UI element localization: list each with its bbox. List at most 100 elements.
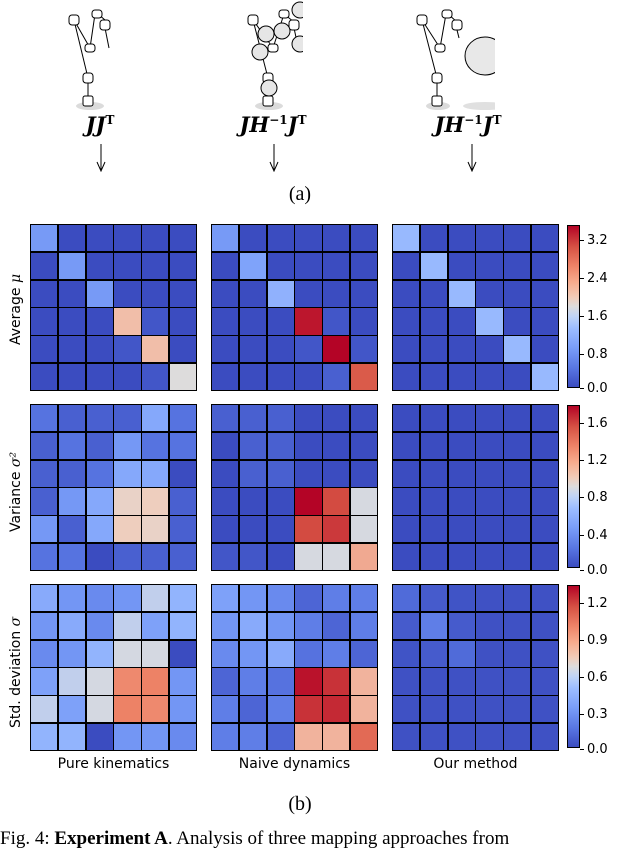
heatmap-cell (295, 543, 322, 570)
heatmap-cell (212, 668, 239, 695)
figure-caption: Fig. 4: Experiment A. Analysis of three … (0, 828, 510, 849)
heatmap-cell (476, 460, 503, 487)
heatmap-cell (142, 668, 169, 695)
heatmap-cell (58, 432, 85, 459)
heatmap-cell (31, 225, 58, 252)
row-label-std-deviation: Std. deviation σ (8, 616, 24, 728)
heatmap-cell (267, 696, 294, 723)
heatmap-cell (169, 696, 196, 723)
heatmap-cell (504, 488, 531, 515)
heatmap-cell (531, 668, 558, 695)
heatmap-cell (531, 516, 558, 543)
heatmap-cell (393, 363, 420, 390)
heatmap-cell (58, 585, 85, 612)
heatmap-cell (114, 668, 141, 695)
heatmap-cell (142, 543, 169, 570)
colorbar-tick: 0.8 (580, 491, 608, 504)
heatmap-cell (239, 308, 266, 335)
heatmap-cell (476, 668, 503, 695)
heatmap-cell (350, 280, 377, 307)
heatmap-cell (393, 405, 420, 432)
heatmap-cell (169, 432, 196, 459)
heatmap-cell (295, 668, 322, 695)
heatmap-cell (114, 336, 141, 363)
heatmap-cell (531, 432, 558, 459)
heatmap-cell (476, 723, 503, 750)
colorbar-tick: 1.6 (580, 417, 608, 430)
heatmap-cell (295, 640, 322, 667)
heatmap-cell (142, 432, 169, 459)
heatmap-cell (86, 696, 113, 723)
heatmap-cell (212, 252, 239, 279)
heatmap-cell (350, 543, 377, 570)
heatmap-cell (295, 405, 322, 432)
heatmap-cell (169, 252, 196, 279)
heatmap-cell (169, 280, 196, 307)
heatmap-cell (531, 225, 558, 252)
heatmap-std-our-method (392, 584, 559, 751)
heatmap-cell (142, 280, 169, 307)
column-label-our-method: Our method (433, 756, 518, 772)
heatmap-cell (142, 640, 169, 667)
heatmap-cell (169, 516, 196, 543)
heatmap-cell (420, 640, 447, 667)
heatmap-cell (323, 723, 350, 750)
heatmap-cell (323, 363, 350, 390)
heatmap-cell (504, 723, 531, 750)
heatmap-std-pure-kinematics (30, 584, 197, 751)
heatmap-cell (531, 280, 558, 307)
heatmap-cell (58, 460, 85, 487)
heatmap-cell (212, 612, 239, 639)
colorbar-tick: 0.8 (580, 348, 608, 361)
heatmap-cell (239, 585, 266, 612)
heatmap-cell (114, 460, 141, 487)
heatmap-cell (31, 543, 58, 570)
heatmap-cell (350, 252, 377, 279)
heatmap-cell (169, 723, 196, 750)
heatmap-cell (142, 405, 169, 432)
heatmap-cell (504, 225, 531, 252)
heatmap-cell (86, 280, 113, 307)
heatmap-cell (31, 668, 58, 695)
heatmap-cell (267, 405, 294, 432)
formula-jh-inv-jt-ours: JH−1JT (434, 112, 502, 137)
heatmap-cell (142, 460, 169, 487)
heatmap-average-pure-kinematics (30, 224, 197, 391)
heatmap-cell (212, 488, 239, 515)
heatmap-cell (448, 460, 475, 487)
heatmap-cell (142, 308, 169, 335)
heatmap-cell (504, 543, 531, 570)
heatmap-variance-pure-kinematics (30, 404, 197, 571)
heatmap-cell (58, 252, 85, 279)
heatmap-cell (476, 280, 503, 307)
heatmap-cell (393, 432, 420, 459)
heatmap-cell (420, 432, 447, 459)
heatmap-cell (448, 640, 475, 667)
heatmap-cell (323, 640, 350, 667)
heatmap-cell (323, 252, 350, 279)
heatmap-std-naive-dynamics (211, 584, 378, 751)
heatmap-cell (267, 723, 294, 750)
heatmap-cell (267, 252, 294, 279)
heatmap-cell (323, 460, 350, 487)
heatmap-cell (420, 723, 447, 750)
heatmap-cell (448, 696, 475, 723)
heatmap-cell (350, 612, 377, 639)
heatmap-cell (31, 488, 58, 515)
heatmap-cell (531, 488, 558, 515)
heatmap-cell (295, 723, 322, 750)
heatmap-cell (267, 308, 294, 335)
heatmap-cell (114, 612, 141, 639)
heatmap-cell (350, 336, 377, 363)
heatmap-cell (476, 225, 503, 252)
heatmap-cell (531, 640, 558, 667)
heatmap-cell (531, 543, 558, 570)
heatmap-cell (393, 225, 420, 252)
heatmap-cell (58, 612, 85, 639)
heatmap-cell (393, 516, 420, 543)
heatmap-cell (31, 363, 58, 390)
heatmap-cell (448, 280, 475, 307)
heatmap-cell (420, 308, 447, 335)
heatmap-cell (267, 640, 294, 667)
heatmap-cell (212, 405, 239, 432)
